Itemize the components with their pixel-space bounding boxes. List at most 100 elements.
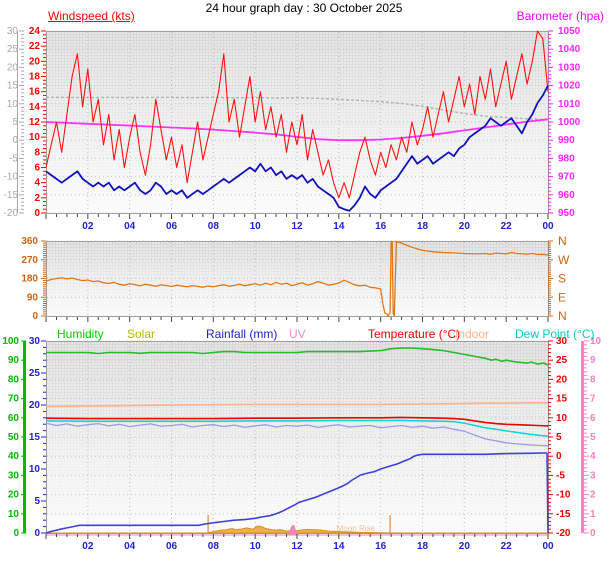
svg-text:-15: -15 (4, 190, 19, 201)
svg-text:5: 5 (590, 432, 596, 443)
svg-text:1010: 1010 (558, 99, 581, 110)
svg-text:10: 10 (250, 221, 262, 232)
svg-text:-20: -20 (556, 528, 571, 539)
svg-text:20: 20 (556, 374, 568, 385)
svg-text:20: 20 (7, 62, 19, 73)
svg-text:22: 22 (29, 41, 41, 52)
svg-text:70: 70 (8, 394, 20, 405)
svg-text:-5: -5 (556, 470, 565, 481)
svg-text:Moon Rise: Moon Rise (337, 524, 376, 533)
legend-temperature: Temperature (°C) (368, 327, 461, 341)
svg-text:00: 00 (542, 541, 554, 552)
svg-text:12: 12 (291, 541, 303, 552)
svg-text:20: 20 (29, 400, 41, 411)
svg-text:15: 15 (29, 432, 41, 443)
svg-text:970: 970 (558, 172, 575, 183)
svg-text:1050: 1050 (558, 26, 581, 37)
svg-text:-20: -20 (4, 208, 19, 219)
svg-text:1000: 1000 (558, 117, 581, 128)
svg-text:90: 90 (27, 292, 39, 303)
svg-text:2: 2 (34, 193, 40, 204)
svg-text:12: 12 (29, 117, 41, 128)
svg-text:15: 15 (7, 81, 19, 92)
svg-text:100: 100 (2, 336, 19, 347)
svg-text:1030: 1030 (558, 62, 581, 73)
svg-text:60: 60 (8, 413, 20, 424)
svg-text:04: 04 (124, 541, 136, 552)
svg-text:15: 15 (556, 394, 568, 405)
svg-text:5: 5 (12, 117, 18, 128)
svg-text:10: 10 (250, 541, 262, 552)
svg-text:0: 0 (12, 135, 18, 146)
svg-text:0: 0 (34, 208, 40, 219)
svg-text:6: 6 (590, 413, 596, 424)
svg-text:270: 270 (21, 255, 38, 266)
svg-text:7: 7 (590, 394, 596, 405)
svg-text:E: E (558, 290, 566, 304)
wind-barometer-plot-background (46, 31, 549, 214)
barometer-axis-title: Barometer (hpa) (516, 9, 604, 23)
svg-text:02: 02 (82, 221, 94, 232)
legend-uv: UV (289, 327, 306, 341)
svg-text:5: 5 (556, 432, 562, 443)
svg-text:18: 18 (417, 541, 429, 552)
svg-text:0: 0 (590, 528, 596, 539)
svg-text:6: 6 (34, 163, 40, 174)
svg-text:-10: -10 (556, 490, 571, 501)
legend-dew-point: Dew Point (°C) (515, 327, 595, 341)
svg-text:25: 25 (29, 368, 41, 379)
svg-text:30: 30 (29, 336, 41, 347)
svg-text:10: 10 (556, 413, 568, 424)
svg-text:16: 16 (375, 221, 387, 232)
legend-indoor: Indoor (455, 327, 490, 341)
svg-text:14: 14 (333, 221, 345, 232)
svg-text:10: 10 (7, 99, 19, 110)
svg-text:0: 0 (556, 451, 562, 462)
svg-text:02: 02 (82, 541, 94, 552)
svg-text:9: 9 (590, 355, 596, 366)
svg-text:960: 960 (558, 190, 575, 201)
svg-text:10: 10 (590, 336, 602, 347)
svg-text:8: 8 (34, 147, 40, 158)
svg-text:06: 06 (166, 541, 178, 552)
svg-text:12: 12 (291, 221, 303, 232)
svg-text:30: 30 (7, 26, 19, 37)
svg-text:24: 24 (29, 26, 41, 37)
graph-title: 24 hour graph day : 30 October 2025 (205, 1, 403, 15)
svg-text:20: 20 (459, 541, 471, 552)
windspeed-axis-title: Windspeed (kts) (48, 9, 135, 23)
svg-text:N: N (558, 234, 567, 248)
svg-text:4: 4 (590, 451, 596, 462)
svg-text:0: 0 (32, 311, 38, 322)
svg-text:20: 20 (8, 490, 20, 501)
svg-text:-5: -5 (9, 153, 18, 164)
legend-humidity: Humidity (57, 327, 104, 341)
legend-rainfall: Rainfall (mm) (206, 327, 278, 341)
svg-text:950: 950 (558, 208, 575, 219)
svg-text:360: 360 (21, 236, 38, 247)
svg-text:22: 22 (501, 541, 513, 552)
svg-text:18: 18 (29, 72, 41, 83)
svg-text:-10: -10 (4, 172, 19, 183)
svg-text:10: 10 (29, 464, 41, 475)
svg-text:-15: -15 (556, 509, 571, 520)
svg-text:20: 20 (459, 221, 471, 232)
svg-text:50: 50 (8, 432, 20, 443)
svg-text:30: 30 (556, 336, 568, 347)
svg-text:16: 16 (375, 541, 387, 552)
svg-text:1040: 1040 (558, 44, 581, 55)
svg-text:40: 40 (8, 451, 20, 462)
svg-text:25: 25 (7, 44, 19, 55)
svg-text:0: 0 (13, 528, 19, 539)
svg-text:80: 80 (8, 374, 20, 385)
svg-text:00: 00 (542, 221, 554, 232)
svg-text:1: 1 (590, 509, 596, 520)
svg-text:30: 30 (8, 470, 20, 481)
svg-text:8: 8 (590, 374, 596, 385)
svg-text:25: 25 (556, 355, 568, 366)
svg-text:3: 3 (590, 470, 596, 481)
svg-text:S: S (558, 272, 566, 286)
svg-text:W: W (558, 253, 570, 267)
svg-text:0: 0 (34, 528, 40, 539)
